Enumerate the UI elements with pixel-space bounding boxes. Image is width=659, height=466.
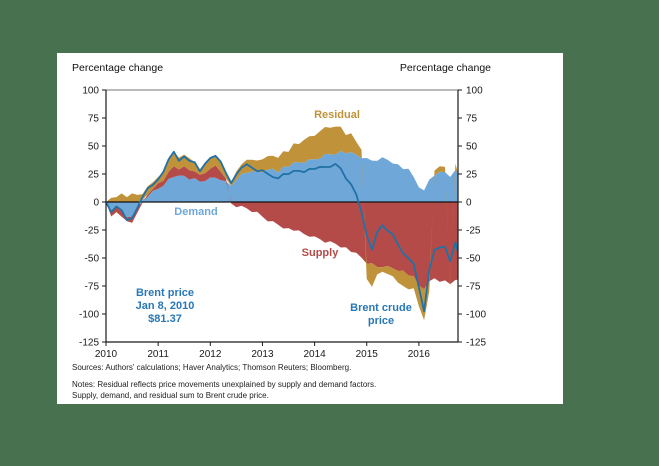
x-tick-label: 2012 bbox=[199, 349, 222, 360]
demand-series-label: Demand bbox=[174, 206, 218, 218]
brent-price-annotation-line3: $81.37 bbox=[148, 313, 182, 325]
brent-crude-annotation: Brent crude price bbox=[331, 302, 431, 328]
brent-price-annotation-line2: Jan 8, 2010 bbox=[135, 300, 195, 312]
y-tick-label-left: -125 bbox=[79, 338, 99, 349]
y-tick-label-left: 75 bbox=[88, 114, 100, 125]
y-tick-label-left: 0 bbox=[93, 198, 99, 209]
supply-series-label: Supply bbox=[301, 247, 339, 259]
notes-text-line2: Supply, demand, and residual sum to Bren… bbox=[72, 391, 269, 400]
brent-crude-annotation-line2: price bbox=[367, 315, 395, 327]
y-tick-label-right: -50 bbox=[466, 254, 481, 265]
y-tick-label-right: 0 bbox=[466, 198, 472, 209]
axis-title-right: Percentage change bbox=[399, 62, 491, 74]
oil-decomposition-chart: 100 100 75 75 50 50 25 25 0 0 -25 -25 -50 -50 -75 -75 -1… bbox=[79, 86, 486, 361]
axis-title-left: Percentage change bbox=[72, 62, 164, 74]
y-tick-label-left: -25 bbox=[85, 226, 100, 237]
chart-card: 100 100 75 75 50 50 25 25 0 0 -25 -25 -50 -50 -75 -75 -1… bbox=[57, 53, 563, 404]
y-tick-label-right: -75 bbox=[466, 282, 481, 293]
sources-text: Sources: Authors' calculations; Haver An… bbox=[72, 363, 352, 372]
x-tick-label: 2013 bbox=[251, 349, 274, 360]
y-tick-label-right: 75 bbox=[466, 114, 478, 125]
brent-price-annotation: Brent price Jan 8, 2010 $81.37 bbox=[115, 287, 215, 326]
x-tick-label: 2011 bbox=[147, 349, 169, 360]
y-tick-label-right: 50 bbox=[466, 142, 478, 153]
x-tick-label: 2015 bbox=[356, 349, 379, 360]
y-tick-label-left: -50 bbox=[85, 254, 100, 265]
x-tick-label: 2014 bbox=[303, 349, 326, 360]
y-tick-label-right: 25 bbox=[466, 170, 478, 181]
y-tick-label-right: -125 bbox=[466, 338, 486, 349]
area-demand bbox=[106, 150, 458, 218]
y-tick-label-right: -100 bbox=[466, 310, 486, 321]
area-residual bbox=[106, 126, 458, 321]
brent-crude-annotation-line1: Brent crude bbox=[350, 302, 412, 314]
y-tick-label-left: -100 bbox=[79, 310, 99, 321]
y-tick-label-left: 25 bbox=[88, 170, 100, 181]
y-tick-label-left: 100 bbox=[82, 86, 99, 97]
y-tick-label-right: 100 bbox=[466, 86, 483, 97]
area-supply bbox=[106, 165, 458, 290]
residual-series-label: Residual bbox=[314, 109, 360, 121]
brent-price-line bbox=[106, 150, 458, 313]
brent-price-annotation-line1: Brent price bbox=[135, 287, 195, 299]
notes-text-line1: Notes: Residual reflects price movements… bbox=[72, 380, 377, 389]
x-tick-label: 2016 bbox=[408, 349, 431, 360]
y-tick-label-left: -75 bbox=[85, 282, 100, 293]
x-tick-label: 2010 bbox=[95, 349, 118, 360]
y-tick-label-right: -25 bbox=[466, 226, 481, 237]
y-tick-label-left: 50 bbox=[88, 142, 100, 153]
